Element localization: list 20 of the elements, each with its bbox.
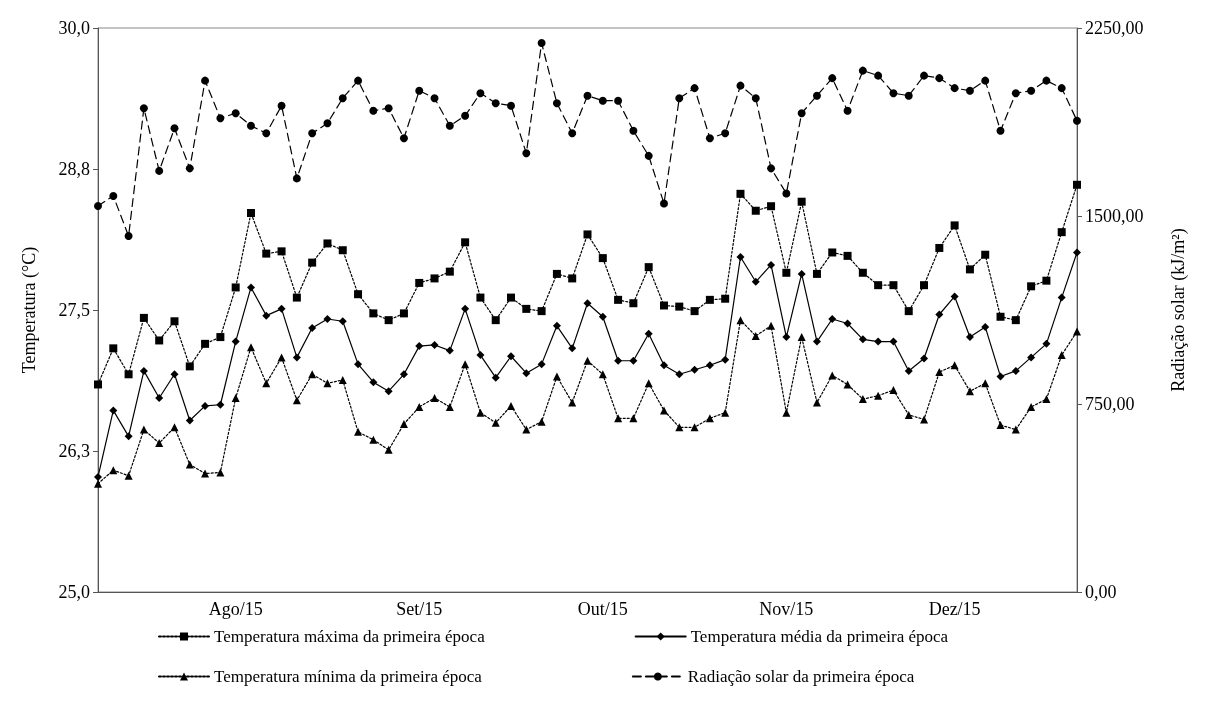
y2-tick-label: 2250,00 — [1085, 18, 1144, 38]
y-tick-label: 28,8 — [58, 159, 90, 179]
legend-label: Radiação solar da primeira época — [687, 667, 915, 686]
x-tick-label: Nov/15 — [759, 599, 814, 619]
x-tick-label: Out/15 — [577, 599, 628, 619]
y2-tick-label: 1500,00 — [1085, 206, 1144, 226]
x-tick-label: Set/15 — [396, 599, 443, 619]
y-tick-label: 30,0 — [58, 18, 90, 38]
legend-label: Temperatura média da primeira época — [690, 627, 949, 646]
y-tick-label: 25,0 — [58, 582, 90, 602]
y2-tick-label: 0,00 — [1085, 582, 1117, 602]
x-tick-label: Ago/15 — [208, 599, 263, 619]
y-tick-label: 26,3 — [58, 441, 90, 461]
y-tick-label: 27,5 — [58, 300, 90, 320]
x-tick-label: Dez/15 — [928, 599, 981, 619]
legend-label: Temperatura máxima da primeira época — [214, 627, 486, 646]
y2-axis-title: Radiação solar (kJ/m²) — [1168, 228, 1189, 392]
legend-label: Temperatura mínima da primeira época — [214, 667, 483, 686]
y2-tick-label: 750,00 — [1085, 394, 1135, 414]
y-axis-title: Temperatura (°C) — [19, 246, 40, 374]
